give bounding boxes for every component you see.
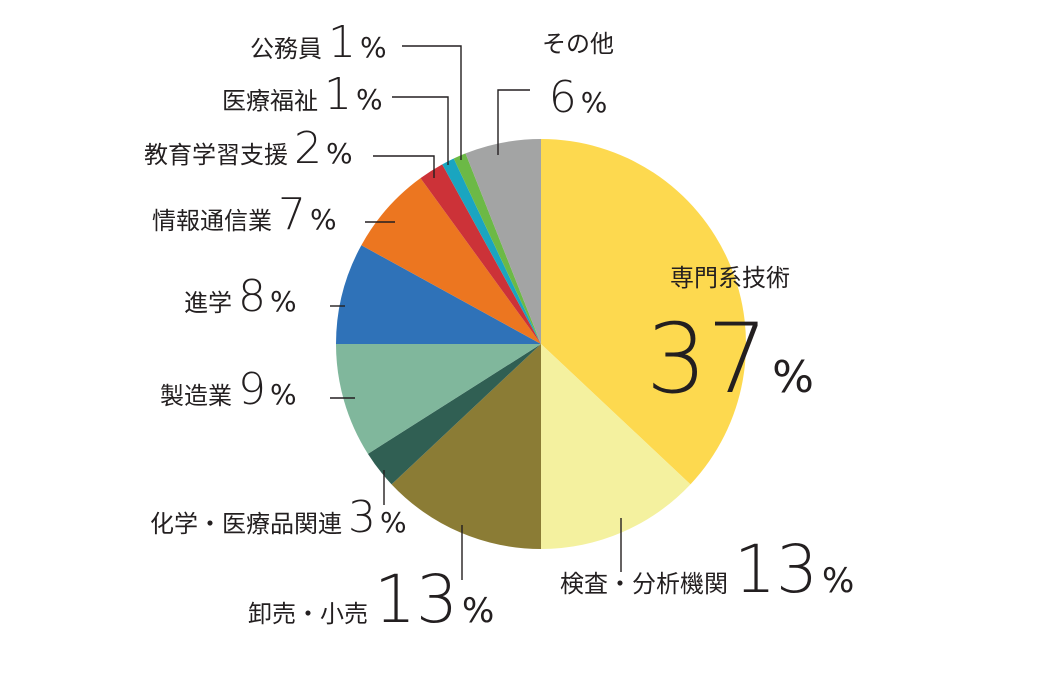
slice-label: 検査・分析機関13% [560, 531, 854, 608]
leader-lines [330, 45, 622, 580]
pie-slice [541, 344, 691, 549]
pie-slice [367, 344, 541, 485]
leader-line [373, 155, 435, 178]
slice-label-text: 公務員 1% [250, 17, 387, 68]
slice-label-text: 教育学習支援 2% [144, 123, 353, 174]
pie-slice [361, 178, 541, 344]
slice-label-text: 卸売・小売13% [248, 561, 494, 638]
slice-label-value: 37% [646, 303, 814, 415]
slice-label: 製造業 9% [160, 364, 297, 415]
slice-label-text: 進学 8% [184, 271, 297, 322]
slice-labels: 専門系技術 37% 検査・分析機関13 % 卸売・小売13 % 化学・医療品関連 3 % 製造業 9… [144, 17, 854, 638]
slice-label: 化学・医療品関連 3% [150, 492, 407, 543]
slice-label: 進学 8% [184, 271, 297, 322]
pie-slice [541, 139, 746, 485]
pie-slice [442, 158, 541, 344]
pie-slice [391, 344, 541, 549]
slice-label: その他 6% [542, 30, 614, 123]
slice-label-name: 専門系技術 [670, 264, 790, 292]
slice-label-value: 6% [549, 72, 608, 123]
slice-label-text: 検査・分析機関13% [560, 531, 854, 608]
slice-label: 教育学習支援 2% [144, 123, 353, 174]
leader-line [497, 89, 530, 155]
pie-slice [336, 344, 541, 454]
slice-label: 情報通信業 7% [152, 189, 337, 240]
leader-line [402, 45, 462, 160]
leader-line [392, 96, 449, 165]
slice-label: 医療福祉 1% [222, 69, 383, 120]
pie-slice [453, 153, 541, 344]
slice-label: 公務員 1% [250, 17, 387, 68]
slice-label-name: その他 [542, 30, 614, 58]
pie-slice [420, 164, 541, 344]
slice-label: 専門系技術 37% [646, 264, 814, 415]
slice-label-text: 医療福祉 1% [222, 69, 383, 120]
slice-label-text: 情報通信業 7% [152, 189, 337, 240]
slice-label: 卸売・小売13% [248, 561, 494, 638]
pie-slice [336, 245, 541, 344]
slice-label-text: 製造業 9% [160, 364, 297, 415]
slice-label-text: 化学・医療品関連 3% [150, 492, 407, 543]
pie-slices [336, 139, 746, 549]
pie-slice [465, 139, 541, 344]
